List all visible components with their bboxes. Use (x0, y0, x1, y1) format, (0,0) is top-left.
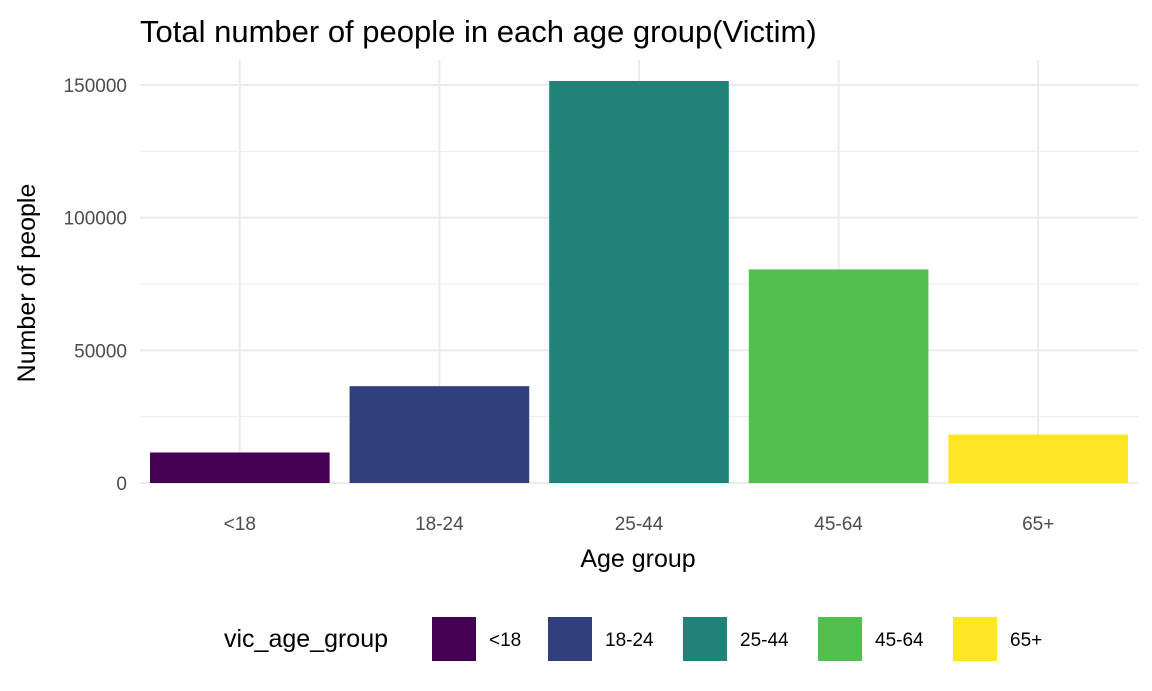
legend-key-<18 (432, 617, 476, 661)
legend-label-65+: 65+ (1010, 630, 1042, 651)
y-tick-label: 0 (116, 474, 127, 495)
bar-45-64 (748, 269, 929, 483)
y-axis-title: Number of people (13, 184, 41, 383)
legend-key-65+ (953, 617, 997, 661)
legend-label-<18: <18 (489, 630, 521, 651)
legend: vic_age_group <18 18-24 25-44 45-64 65+ (224, 617, 1042, 661)
chart-title: Total number of people in each age group… (140, 14, 817, 49)
legend-title: vic_age_group (224, 625, 388, 653)
legend-label-18-24: 18-24 (605, 630, 654, 651)
legend-key-45-64 (818, 617, 862, 661)
x-tick-label: 65+ (1022, 514, 1054, 535)
x-tick-label: <18 (224, 514, 256, 535)
y-tick-label: 150000 (64, 76, 127, 97)
legend-key-18-24 (548, 617, 592, 661)
x-tick-label: 18-24 (415, 514, 464, 535)
legend-key-25-44 (683, 617, 727, 661)
legend-label-25-44: 25-44 (740, 630, 789, 651)
x-tick-label: 45-64 (814, 514, 863, 535)
y-tick-label: 100000 (64, 209, 127, 230)
bar-65+ (948, 434, 1129, 483)
bar-25-44 (549, 81, 729, 484)
x-axis-title: Age group (580, 545, 695, 573)
bar-layer (149, 81, 1129, 484)
axis-layer: 0 50000 100000 150000 <18 18-24 25-44 45-64 65+ (64, 76, 1055, 535)
bar-18-24 (349, 386, 530, 483)
y-tick-label: 50000 (74, 341, 127, 362)
bar-<18 (149, 452, 330, 483)
legend-label-45-64: 45-64 (875, 630, 924, 651)
x-tick-label: 25-44 (615, 514, 664, 535)
